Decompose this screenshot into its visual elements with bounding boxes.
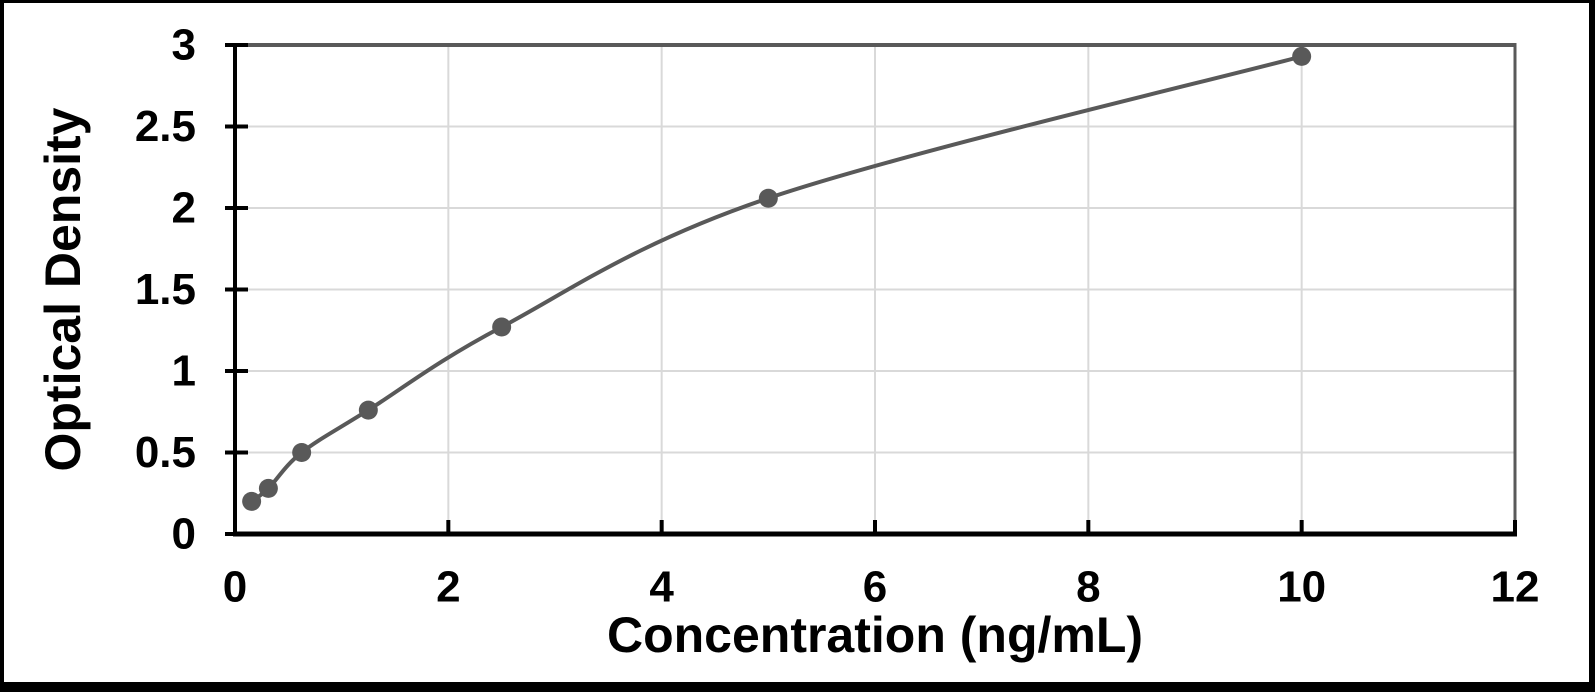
tick-marks [225,43,1517,536]
frame-right [1589,0,1595,692]
y-tick-label: 0.5 [135,428,196,477]
y-tick-label: 0 [172,510,196,559]
x-tick-label: 4 [649,563,674,612]
data-point [492,317,512,337]
x-tick-label: 6 [863,563,887,612]
x-axis-title: Concentration (ng/mL) [607,607,1143,663]
plot-border [235,43,1517,534]
gridlines [235,45,1515,534]
data-points [242,46,1312,511]
data-point [258,478,278,498]
frame-left [0,0,4,692]
y-axis-title: Optical Density [35,107,91,471]
x-tick-label: 10 [1277,563,1326,612]
data-point [242,491,262,511]
frame-top [0,0,1595,3]
frame-bottom [0,682,1595,692]
x-tick-label: 2 [436,563,460,612]
y-tick-label: 2 [172,184,196,233]
data-point [758,188,778,208]
data-point [292,443,312,462]
data-point [358,400,378,420]
x-tick-label: 0 [223,563,247,612]
x-tick-labels: 0 2 4 6 8 10 12 [223,563,1540,612]
x-tick-label: 12 [1491,563,1540,612]
y-tick-labels: 0 0.5 1 1.5 2 2.5 3 [135,21,196,559]
y-tick-label: 2.5 [135,102,196,151]
y-tick-label: 1.5 [135,265,196,314]
x-tick-label: 8 [1076,563,1100,612]
data-point [1292,46,1312,66]
curve-line [249,54,1304,504]
y-tick-label: 1 [172,347,196,396]
y-tick-label: 3 [172,21,196,70]
